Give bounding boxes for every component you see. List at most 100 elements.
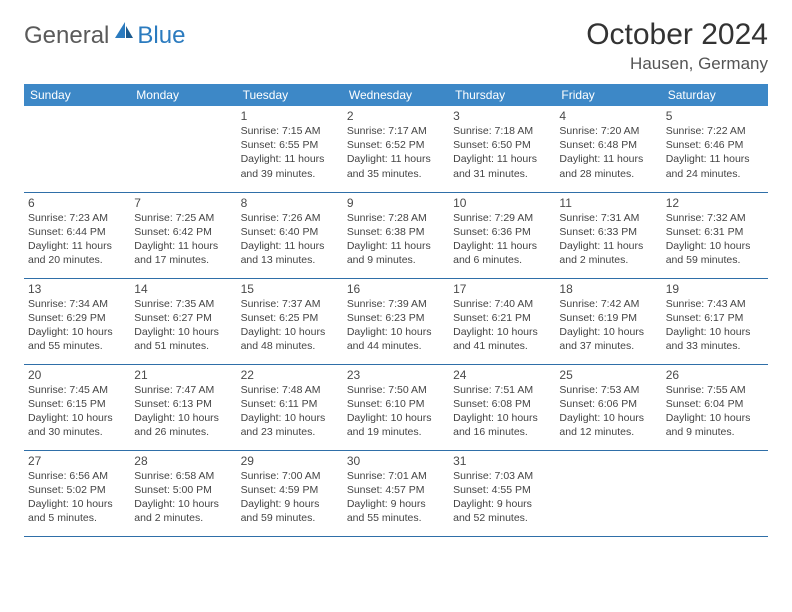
logo-text-general: General bbox=[24, 22, 109, 50]
calendar-cell: 20Sunrise: 7:45 AMSunset: 6:15 PMDayligh… bbox=[24, 364, 130, 450]
sunrise-text: Sunrise: 7:25 AM bbox=[134, 211, 232, 225]
sunset-text: Sunset: 6:55 PM bbox=[241, 138, 339, 152]
daylight-text: Daylight: 10 hours and 2 minutes. bbox=[134, 497, 232, 525]
day-number: 4 bbox=[559, 109, 657, 123]
calendar-cell: 14Sunrise: 7:35 AMSunset: 6:27 PMDayligh… bbox=[130, 278, 236, 364]
sunset-text: Sunset: 6:27 PM bbox=[134, 311, 232, 325]
sunset-text: Sunset: 6:13 PM bbox=[134, 397, 232, 411]
day-number: 25 bbox=[559, 368, 657, 382]
calendar-cell: 17Sunrise: 7:40 AMSunset: 6:21 PMDayligh… bbox=[449, 278, 555, 364]
calendar-week-row: 1Sunrise: 7:15 AMSunset: 6:55 PMDaylight… bbox=[24, 106, 768, 192]
day-number: 8 bbox=[241, 196, 339, 210]
day-number: 19 bbox=[666, 282, 764, 296]
calendar-cell: 16Sunrise: 7:39 AMSunset: 6:23 PMDayligh… bbox=[343, 278, 449, 364]
day-number: 7 bbox=[134, 196, 232, 210]
daylight-text: Daylight: 10 hours and 5 minutes. bbox=[28, 497, 126, 525]
day-number: 5 bbox=[666, 109, 764, 123]
sunset-text: Sunset: 6:11 PM bbox=[241, 397, 339, 411]
calendar-cell: 4Sunrise: 7:20 AMSunset: 6:48 PMDaylight… bbox=[555, 106, 661, 192]
day-header-row: SundayMondayTuesdayWednesdayThursdayFrid… bbox=[24, 84, 768, 106]
day-header: Monday bbox=[130, 84, 236, 106]
logo: General Blue bbox=[24, 18, 185, 50]
sunrise-text: Sunrise: 7:20 AM bbox=[559, 124, 657, 138]
calendar-cell: 8Sunrise: 7:26 AMSunset: 6:40 PMDaylight… bbox=[237, 192, 343, 278]
day-header: Thursday bbox=[449, 84, 555, 106]
sunrise-text: Sunrise: 7:45 AM bbox=[28, 383, 126, 397]
day-number: 20 bbox=[28, 368, 126, 382]
header: General Blue October 2024 Hausen, German… bbox=[24, 18, 768, 74]
day-number: 16 bbox=[347, 282, 445, 296]
daylight-text: Daylight: 11 hours and 17 minutes. bbox=[134, 239, 232, 267]
daylight-text: Daylight: 11 hours and 24 minutes. bbox=[666, 152, 764, 180]
logo-sail-icon bbox=[113, 20, 135, 47]
day-number: 29 bbox=[241, 454, 339, 468]
daylight-text: Daylight: 11 hours and 2 minutes. bbox=[559, 239, 657, 267]
sunset-text: Sunset: 6:29 PM bbox=[28, 311, 126, 325]
calendar-cell bbox=[555, 450, 661, 536]
calendar-cell: 22Sunrise: 7:48 AMSunset: 6:11 PMDayligh… bbox=[237, 364, 343, 450]
sunset-text: Sunset: 6:19 PM bbox=[559, 311, 657, 325]
calendar-week-row: 13Sunrise: 7:34 AMSunset: 6:29 PMDayligh… bbox=[24, 278, 768, 364]
sunrise-text: Sunrise: 7:00 AM bbox=[241, 469, 339, 483]
sunrise-text: Sunrise: 7:26 AM bbox=[241, 211, 339, 225]
daylight-text: Daylight: 10 hours and 19 minutes. bbox=[347, 411, 445, 439]
calendar-cell: 13Sunrise: 7:34 AMSunset: 6:29 PMDayligh… bbox=[24, 278, 130, 364]
sunset-text: Sunset: 6:52 PM bbox=[347, 138, 445, 152]
calendar-week-row: 20Sunrise: 7:45 AMSunset: 6:15 PMDayligh… bbox=[24, 364, 768, 450]
day-number: 15 bbox=[241, 282, 339, 296]
calendar-cell: 3Sunrise: 7:18 AMSunset: 6:50 PMDaylight… bbox=[449, 106, 555, 192]
sunrise-text: Sunrise: 7:40 AM bbox=[453, 297, 551, 311]
sunrise-text: Sunrise: 7:34 AM bbox=[28, 297, 126, 311]
sunrise-text: Sunrise: 7:28 AM bbox=[347, 211, 445, 225]
day-number: 13 bbox=[28, 282, 126, 296]
daylight-text: Daylight: 10 hours and 30 minutes. bbox=[28, 411, 126, 439]
day-number: 11 bbox=[559, 196, 657, 210]
sunset-text: Sunset: 6:17 PM bbox=[666, 311, 764, 325]
sunrise-text: Sunrise: 7:23 AM bbox=[28, 211, 126, 225]
day-number: 3 bbox=[453, 109, 551, 123]
sunrise-text: Sunrise: 7:37 AM bbox=[241, 297, 339, 311]
day-header: Tuesday bbox=[237, 84, 343, 106]
sunset-text: Sunset: 4:57 PM bbox=[347, 483, 445, 497]
sunset-text: Sunset: 6:15 PM bbox=[28, 397, 126, 411]
day-header: Friday bbox=[555, 84, 661, 106]
day-number: 21 bbox=[134, 368, 232, 382]
day-number: 22 bbox=[241, 368, 339, 382]
sunrise-text: Sunrise: 7:35 AM bbox=[134, 297, 232, 311]
day-number: 18 bbox=[559, 282, 657, 296]
sunrise-text: Sunrise: 7:32 AM bbox=[666, 211, 764, 225]
day-header: Wednesday bbox=[343, 84, 449, 106]
calendar-cell: 27Sunrise: 6:56 AMSunset: 5:02 PMDayligh… bbox=[24, 450, 130, 536]
logo-text-blue: Blue bbox=[137, 22, 185, 50]
day-number: 9 bbox=[347, 196, 445, 210]
calendar-cell: 11Sunrise: 7:31 AMSunset: 6:33 PMDayligh… bbox=[555, 192, 661, 278]
day-number: 2 bbox=[347, 109, 445, 123]
daylight-text: Daylight: 10 hours and 55 minutes. bbox=[28, 325, 126, 353]
daylight-text: Daylight: 11 hours and 39 minutes. bbox=[241, 152, 339, 180]
sunrise-text: Sunrise: 7:39 AM bbox=[347, 297, 445, 311]
calendar-body: 1Sunrise: 7:15 AMSunset: 6:55 PMDaylight… bbox=[24, 106, 768, 536]
sunset-text: Sunset: 6:31 PM bbox=[666, 225, 764, 239]
daylight-text: Daylight: 9 hours and 59 minutes. bbox=[241, 497, 339, 525]
daylight-text: Daylight: 10 hours and 16 minutes. bbox=[453, 411, 551, 439]
sunset-text: Sunset: 6:23 PM bbox=[347, 311, 445, 325]
sunrise-text: Sunrise: 6:56 AM bbox=[28, 469, 126, 483]
calendar-cell bbox=[24, 106, 130, 192]
day-number: 30 bbox=[347, 454, 445, 468]
day-header: Sunday bbox=[24, 84, 130, 106]
sunset-text: Sunset: 6:44 PM bbox=[28, 225, 126, 239]
sunrise-text: Sunrise: 7:42 AM bbox=[559, 297, 657, 311]
sunset-text: Sunset: 6:33 PM bbox=[559, 225, 657, 239]
sunrise-text: Sunrise: 7:31 AM bbox=[559, 211, 657, 225]
daylight-text: Daylight: 10 hours and 23 minutes. bbox=[241, 411, 339, 439]
calendar-cell: 24Sunrise: 7:51 AMSunset: 6:08 PMDayligh… bbox=[449, 364, 555, 450]
day-header: Saturday bbox=[662, 84, 768, 106]
daylight-text: Daylight: 10 hours and 33 minutes. bbox=[666, 325, 764, 353]
calendar-cell: 30Sunrise: 7:01 AMSunset: 4:57 PMDayligh… bbox=[343, 450, 449, 536]
sunset-text: Sunset: 6:10 PM bbox=[347, 397, 445, 411]
location: Hausen, Germany bbox=[586, 54, 768, 74]
calendar-cell: 21Sunrise: 7:47 AMSunset: 6:13 PMDayligh… bbox=[130, 364, 236, 450]
sunset-text: Sunset: 6:48 PM bbox=[559, 138, 657, 152]
sunrise-text: Sunrise: 7:51 AM bbox=[453, 383, 551, 397]
sunrise-text: Sunrise: 7:50 AM bbox=[347, 383, 445, 397]
